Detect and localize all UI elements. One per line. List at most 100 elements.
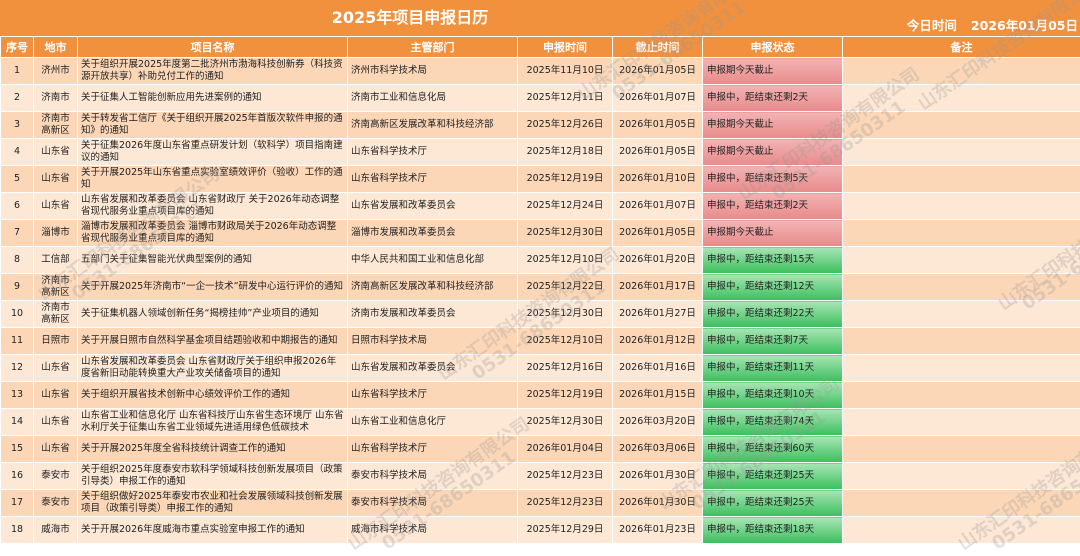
cell-dept: 山东省发展和改革委员会 xyxy=(348,193,518,220)
cell-city: 济州市 xyxy=(34,58,78,85)
cell-end-date: 2026年03月06日 xyxy=(613,436,703,463)
cell-status: 申报期今天截止 xyxy=(703,112,843,139)
cell-note xyxy=(843,58,1080,85)
col-header-project: 项目名称 xyxy=(78,37,348,58)
cell-project-name: 关于组织开展2025年度第二批济州市渤海科技创新券（科技资源开放共享）补助兑付工… xyxy=(78,58,348,85)
table-header-row: 序号 地市 项目名称 主管部门 申报时间 截止时间 申报状态 备注 xyxy=(1,37,1080,58)
cell-start-date: 2025年12月30日 xyxy=(518,301,613,328)
cell-end-date: 2026年01月12日 xyxy=(613,328,703,355)
cell-city: 山东省 xyxy=(34,139,78,166)
cell-project-name: 关于开展2025年度全省科技统计调查工作的通知 xyxy=(78,436,348,463)
cell-dept: 日照市科学技术局 xyxy=(348,328,518,355)
cell-note xyxy=(843,139,1080,166)
cell-no: 14 xyxy=(1,409,34,436)
cell-start-date: 2025年12月30日 xyxy=(518,409,613,436)
cell-note xyxy=(843,112,1080,139)
cell-city: 济南市高新区 xyxy=(34,112,78,139)
col-header-dept: 主管部门 xyxy=(348,37,518,58)
cell-status: 申报中，距结束还剩2天 xyxy=(703,85,843,112)
cell-project-name: 关于组织做好2025年泰安市农业和社会发展领域科技创新发展项目（政策引导类）申报… xyxy=(78,490,348,517)
cell-dept: 中华人民共和国工业和信息化部 xyxy=(348,247,518,274)
cell-city: 济南市高新区 xyxy=(34,274,78,301)
cell-no: 12 xyxy=(1,355,34,382)
cell-end-date: 2026年01月05日 xyxy=(613,58,703,85)
cell-project-name: 山东省发展和改革委员会 山东省财政厅 关于2026年动态调整省现代服务业重点项目… xyxy=(78,193,348,220)
cell-status: 申报中，距结束还剩7天 xyxy=(703,328,843,355)
cell-no: 10 xyxy=(1,301,34,328)
page-title: 2025年项目申报日历 xyxy=(0,0,820,36)
cell-city: 山东省 xyxy=(34,409,78,436)
cell-end-date: 2026年01月05日 xyxy=(613,139,703,166)
cell-end-date: 2026年01月30日 xyxy=(613,463,703,490)
cell-end-date: 2026年01月23日 xyxy=(613,517,703,544)
cell-note xyxy=(843,301,1080,328)
cell-project-name: 关于征集机器人领域创新任务“揭榜挂帅”产业项目的通知 xyxy=(78,301,348,328)
cell-status: 申报中，距结束还剩74天 xyxy=(703,409,843,436)
cell-start-date: 2025年12月23日 xyxy=(518,490,613,517)
cell-dept: 济南高新区发展改革和科技经济部 xyxy=(348,274,518,301)
cell-city: 济南市高新区 xyxy=(34,301,78,328)
cell-status: 申报中，距结束还剩15天 xyxy=(703,247,843,274)
cell-project-name: 关于转发省工信厅《关于组织开展2025年首版次软件申报的通知》的通知 xyxy=(78,112,348,139)
cell-city: 山东省 xyxy=(34,166,78,193)
cell-note xyxy=(843,166,1080,193)
cell-start-date: 2025年12月10日 xyxy=(518,247,613,274)
cell-start-date: 2025年12月19日 xyxy=(518,382,613,409)
cell-no: 4 xyxy=(1,139,34,166)
cell-dept: 泰安市科学技术局 xyxy=(348,490,518,517)
cell-city: 泰安市 xyxy=(34,490,78,517)
cell-no: 8 xyxy=(1,247,34,274)
cell-end-date: 2026年01月05日 xyxy=(613,220,703,247)
cell-no: 11 xyxy=(1,328,34,355)
cell-note xyxy=(843,409,1080,436)
cell-city: 日照市 xyxy=(34,328,78,355)
cell-city: 威海市 xyxy=(34,517,78,544)
cell-dept: 威海市科学技术局 xyxy=(348,517,518,544)
col-header-no: 序号 xyxy=(1,37,34,58)
cell-end-date: 2026年03月20日 xyxy=(613,409,703,436)
cell-note xyxy=(843,355,1080,382)
cell-end-date: 2026年01月05日 xyxy=(613,112,703,139)
cell-start-date: 2025年12月19日 xyxy=(518,166,613,193)
cell-end-date: 2026年01月30日 xyxy=(613,490,703,517)
cell-no: 7 xyxy=(1,220,34,247)
cell-city: 山东省 xyxy=(34,355,78,382)
cell-status: 申报中，距结束还剩11天 xyxy=(703,355,843,382)
cell-dept: 山东省科学技术厅 xyxy=(348,166,518,193)
cell-project-name: 关于组织2025年度泰安市软科学领域科技创新发展项目（政策引导类）申报工作的通知 xyxy=(78,463,348,490)
cell-no: 3 xyxy=(1,112,34,139)
cell-no: 6 xyxy=(1,193,34,220)
cell-start-date: 2025年12月22日 xyxy=(518,274,613,301)
col-header-end: 截止时间 xyxy=(613,37,703,58)
cell-end-date: 2026年01月07日 xyxy=(613,193,703,220)
cell-status: 申报中，距结束还剩22天 xyxy=(703,301,843,328)
cell-start-date: 2025年12月10日 xyxy=(518,328,613,355)
cell-project-name: 山东省发展和改革委员会 山东省财政厅关于组织申报2026年度省新旧动能转换重大产… xyxy=(78,355,348,382)
cell-no: 15 xyxy=(1,436,34,463)
cell-status: 申报期今天截止 xyxy=(703,220,843,247)
col-header-note: 备注 xyxy=(843,37,1080,58)
cell-no: 9 xyxy=(1,274,34,301)
cell-status: 申报中，距结束还剩18天 xyxy=(703,517,843,544)
cell-city: 济南市 xyxy=(34,85,78,112)
cell-status: 申报中，距结束还剩25天 xyxy=(703,490,843,517)
cell-city: 山东省 xyxy=(34,382,78,409)
cell-project-name: 山东省工业和信息化厅 山东省科技厅山东省生态环境厅 山东省水利厅关于征集山东省工… xyxy=(78,409,348,436)
cell-end-date: 2026年01月27日 xyxy=(613,301,703,328)
cell-note xyxy=(843,436,1080,463)
cell-end-date: 2026年01月15日 xyxy=(613,382,703,409)
cell-city: 淄博市 xyxy=(34,220,78,247)
cell-start-date: 2025年12月30日 xyxy=(518,220,613,247)
cell-project-name: 关于开展2025年山东省重点实验室绩效评价（验收）工作的通知 xyxy=(78,166,348,193)
